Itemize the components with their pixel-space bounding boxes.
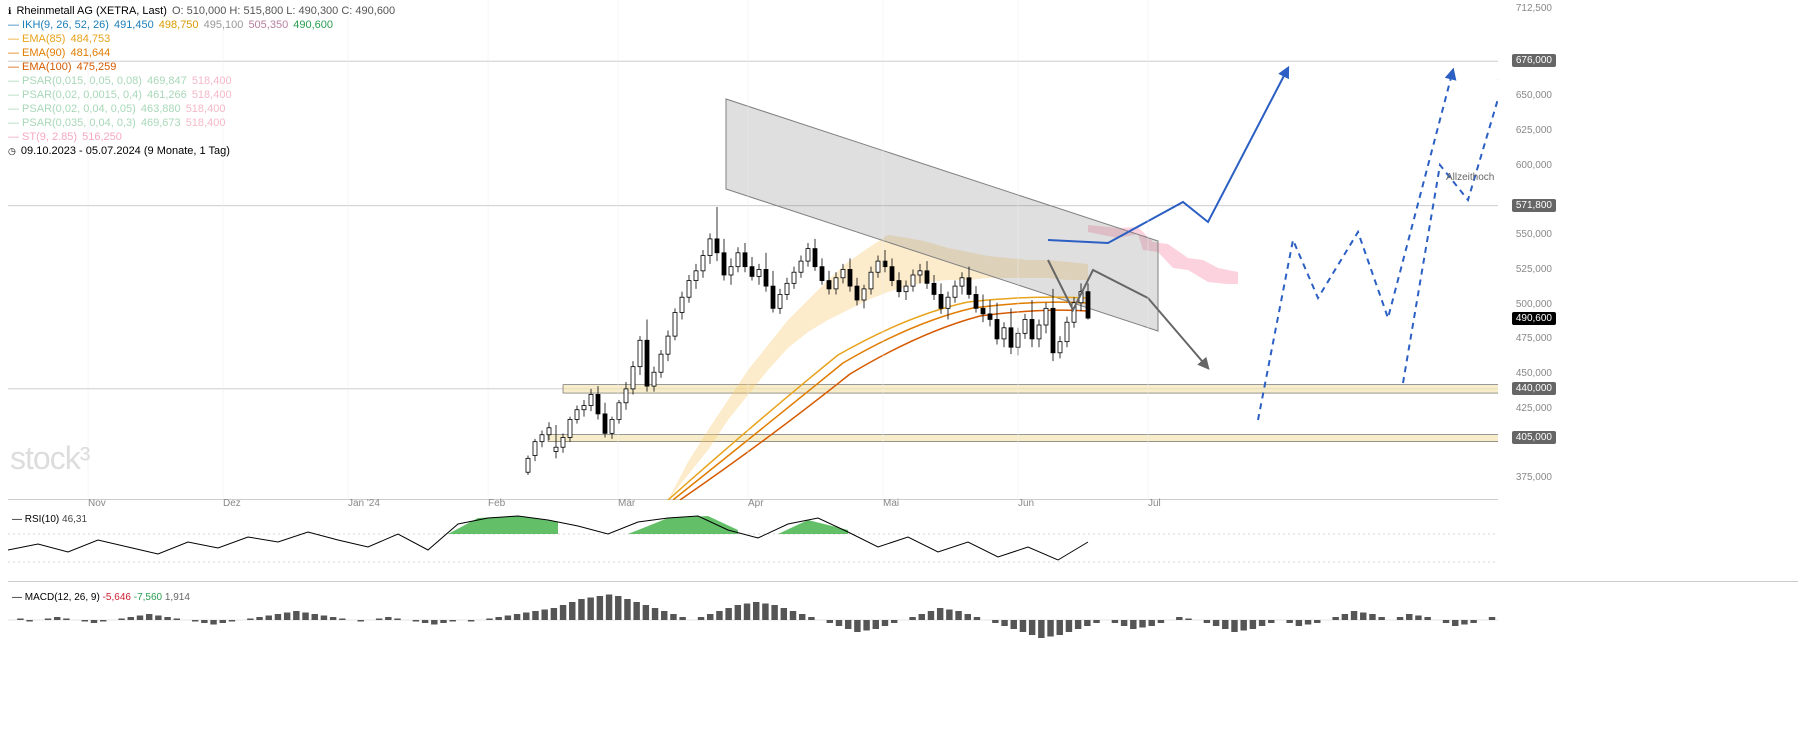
x-tick: Feb: [488, 498, 505, 509]
y-tick: 625,000: [1516, 125, 1552, 136]
macd-svg: [8, 590, 1498, 660]
macd-label: — MACD(12, 26, 9) -5,646 -7,560 1,914: [12, 592, 190, 603]
indicator-row: — PSAR(0,02, 0,04, 0,05) 463,880 518,400: [8, 102, 397, 116]
daterange: 09.10.2023 - 05.07.2024 (9 Monate, 1 Tag…: [21, 145, 230, 157]
x-tick: Mär: [618, 498, 635, 509]
y-tick: 405,000: [1512, 431, 1556, 444]
daterange-row: ◷ 09.10.2023 - 05.07.2024 (9 Monate, 1 T…: [8, 144, 397, 158]
indicator-row: — PSAR(0,02, 0,0015, 0,4) 461,266 518,40…: [8, 88, 397, 102]
x-tick: Nov: [88, 498, 106, 509]
indicator-row: — ST(9, 2.85) 516,250: [8, 130, 397, 144]
symbol-name: Rheinmetall AG (XETRA, Last): [16, 5, 166, 17]
y-tick: 600,000: [1516, 160, 1552, 171]
y-tick: 525,000: [1516, 264, 1552, 275]
ohlc-values: O: 510,000 H: 515,800 L: 490,300 C: 490,…: [172, 5, 395, 17]
rsi-panel[interactable]: — RSI(10) 46,31 100,00: [8, 512, 1798, 582]
chart-legend: ℹ Rheinmetall AG (XETRA, Last) O: 510,00…: [8, 4, 397, 158]
y-tick: 712,500: [1516, 3, 1552, 14]
allzeithoch-label: Allzeithoch: [1446, 172, 1494, 183]
rsi-label: — RSI(10) 46,31: [12, 514, 87, 525]
y-tick: 440,000: [1512, 382, 1556, 395]
y-tick: 425,000: [1516, 403, 1552, 414]
rsi-svg: [8, 512, 1498, 582]
y-tick: 571,800: [1512, 199, 1556, 212]
y-tick: 490,600: [1512, 312, 1556, 325]
watermark: stock³: [10, 440, 89, 477]
indicator-row: — EMA(85) 484,753: [8, 32, 397, 46]
x-tick: Mai: [883, 498, 899, 509]
indicator-row: — PSAR(0,015, 0,05, 0,08) 469,847 518,40…: [8, 74, 397, 88]
y-tick: 500,000: [1516, 299, 1552, 310]
indicator-row: — EMA(100) 475,259: [8, 60, 397, 74]
y-tick: 450,000: [1516, 368, 1552, 379]
x-tick: Jul: [1148, 498, 1161, 509]
y-tick: 550,000: [1516, 229, 1552, 240]
indicator-row: — EMA(90) 481,644: [8, 46, 397, 60]
x-tick: Dez: [223, 498, 241, 509]
y-tick: 475,000: [1516, 333, 1552, 344]
macd-panel[interactable]: — MACD(12, 26, 9) -5,646 -7,560 1,914 0,…: [8, 590, 1798, 660]
y-tick: 375,000: [1516, 472, 1552, 483]
x-tick: Apr: [748, 498, 764, 509]
indicator-row: — IKH(9, 26, 52, 26) 491,450 498,750 495…: [8, 18, 397, 32]
indicator-row: — PSAR(0,035, 0,04, 0,3) 469,673 518,400: [8, 116, 397, 130]
x-tick: Jun: [1018, 498, 1034, 509]
y-tick: 650,000: [1516, 90, 1552, 101]
y-tick: 676,000: [1512, 54, 1556, 67]
y-axis: 375,000 405,000 425,000 440,000 450,000 475,0…: [1498, 0, 1558, 500]
x-tick: Jan '24: [348, 498, 380, 509]
symbol-row: ℹ Rheinmetall AG (XETRA, Last) O: 510,00…: [8, 4, 397, 18]
